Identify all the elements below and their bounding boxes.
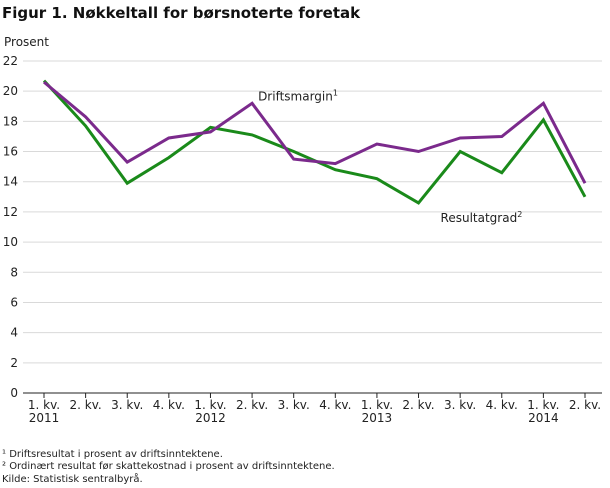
series-label-superscript: 1 bbox=[333, 88, 338, 97]
figure-title: Figur 1. Nøkkeltall for børsnoterte fore… bbox=[2, 4, 361, 22]
series-lines bbox=[42, 79, 587, 205]
y-tick-label: 0 bbox=[10, 386, 18, 400]
x-axis-ticks: 1. kv. 2. kv. 3. kv. 4. kv. 1. kv. 2. kv. 3. k… bbox=[28, 393, 601, 425]
y-axis-ticks: 0 2 4 6 8 10 12 14 16 18 20 22 bbox=[3, 54, 18, 400]
y-tick-label: 2 bbox=[10, 356, 18, 370]
series-label-superscript: 2 bbox=[517, 210, 522, 219]
x-tick-label: 4. kv. bbox=[486, 398, 518, 412]
x-tick-label: 2. kv. bbox=[402, 398, 434, 412]
x-tick-label: 2. kv. bbox=[70, 398, 102, 412]
x-tick-label: 1. kv. bbox=[28, 398, 60, 412]
x-tick-label: 3. kv. bbox=[111, 398, 143, 412]
y-axis-label: Prosent bbox=[4, 35, 49, 49]
y-tick-label: 10 bbox=[3, 235, 18, 249]
x-tick-label: 1. kv. bbox=[527, 398, 559, 412]
y-tick-label: 6 bbox=[10, 295, 18, 309]
x-year-label: 2014 bbox=[528, 411, 559, 425]
x-year-label: 2012 bbox=[195, 411, 226, 425]
source-note: Kilde: Statistisk sentralbyrå. bbox=[2, 473, 143, 485]
y-tick-label: 14 bbox=[3, 175, 18, 189]
series-label-driftsmargin: Driftsmargin1 bbox=[258, 88, 338, 103]
y-tick-label: 18 bbox=[3, 114, 18, 128]
y-tick-label: 12 bbox=[3, 205, 18, 219]
series-line-driftsmargin bbox=[43, 80, 587, 184]
x-tick-label: 4. kv. bbox=[153, 398, 185, 412]
y-tick-label: 22 bbox=[3, 54, 18, 68]
y-tick-label: 4 bbox=[10, 326, 18, 340]
y-tick-label: 20 bbox=[3, 84, 18, 98]
series-labels: Driftsmargin1 Resultatgrad2 bbox=[258, 88, 522, 225]
x-tick-label: 3. kv. bbox=[444, 398, 476, 412]
x-tick-label: 2. kv. bbox=[236, 398, 268, 412]
x-tick-label: 1. kv. bbox=[194, 398, 226, 412]
x-tick-label: 1. kv. bbox=[361, 398, 393, 412]
x-tick-label: 2. kv. bbox=[569, 398, 601, 412]
footnotes: ¹ Driftsresultat i prosent av driftsinnt… bbox=[2, 449, 335, 486]
footnote-1: ¹ Driftsresultat i prosent av driftsinnt… bbox=[2, 449, 223, 460]
x-year-label: 2013 bbox=[362, 411, 393, 425]
x-tick-label: 3. kv. bbox=[278, 398, 310, 412]
x-tick-label: 4. kv. bbox=[319, 398, 351, 412]
footnote-2: ² Ordinært resultat før skattekostnad i … bbox=[2, 461, 335, 473]
series-label-resultatgrad: Resultatgrad2 bbox=[441, 210, 523, 225]
x-year-label: 2011 bbox=[29, 411, 60, 425]
y-tick-label: 8 bbox=[10, 265, 18, 279]
y-tick-label: 16 bbox=[3, 145, 18, 159]
gridlines bbox=[23, 60, 602, 364]
